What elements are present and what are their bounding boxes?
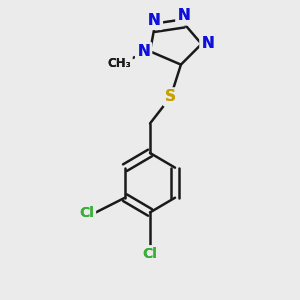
Text: Cl: Cl xyxy=(142,247,158,261)
Text: N: N xyxy=(178,8,190,23)
Text: CH₃: CH₃ xyxy=(107,57,131,70)
Text: Cl: Cl xyxy=(79,206,94,220)
Text: N: N xyxy=(137,44,150,59)
Text: Cl: Cl xyxy=(142,247,158,261)
Text: CH₃: CH₃ xyxy=(107,57,131,70)
Text: S: S xyxy=(165,89,176,104)
Text: Cl: Cl xyxy=(79,206,94,220)
Text: N: N xyxy=(137,44,150,59)
Text: N: N xyxy=(178,8,190,23)
Text: N: N xyxy=(148,13,161,28)
Text: N: N xyxy=(148,13,161,28)
Text: N: N xyxy=(202,37,214,52)
Text: S: S xyxy=(165,89,176,104)
Text: N: N xyxy=(202,37,214,52)
